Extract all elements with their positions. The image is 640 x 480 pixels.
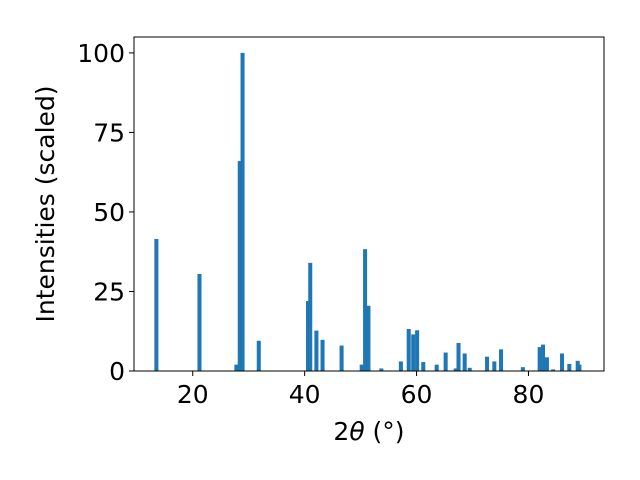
bar (520, 367, 525, 371)
y-axis-label: Intensities (scaled) (31, 85, 60, 322)
bar (456, 343, 461, 371)
bar (577, 364, 582, 371)
bar (320, 339, 325, 371)
bar (567, 364, 572, 371)
bar (415, 330, 420, 371)
bar (551, 369, 556, 371)
plot-frame (133, 36, 605, 372)
bar (492, 361, 497, 371)
x-tick-label: 20 (177, 380, 209, 409)
bar (462, 353, 467, 371)
bar (234, 364, 239, 371)
bar (363, 249, 368, 371)
y-tick-label: 100 (77, 39, 125, 68)
bar (406, 329, 411, 371)
bar (339, 345, 344, 371)
bar (499, 349, 504, 371)
x-axis-ticks: 20 40 60 80 (177, 371, 545, 409)
y-tick-label: 75 (93, 118, 125, 147)
bar (256, 340, 261, 371)
bar (197, 273, 202, 371)
bar (240, 52, 245, 372)
bar (443, 352, 448, 371)
bar (314, 330, 319, 371)
bar (411, 334, 416, 371)
bar (154, 238, 159, 371)
bar (453, 368, 458, 371)
bar (485, 356, 490, 371)
x-tick-label: 60 (401, 380, 433, 409)
bar (560, 353, 565, 371)
bar (398, 361, 403, 371)
bar (305, 301, 311, 371)
x-tick-label: 80 (513, 380, 545, 409)
y-tick-label: 25 (93, 277, 125, 306)
bar (308, 262, 313, 371)
x-axis-label: 2θ (°) (333, 417, 404, 446)
bar (421, 362, 426, 371)
x-axis-label-main: 2 (333, 417, 349, 446)
bars-group (154, 52, 582, 372)
y-tick-label: 0 (109, 357, 125, 386)
bar (366, 305, 371, 371)
bar (237, 161, 242, 371)
x-axis-label-unit: (°) (365, 417, 405, 446)
bar (467, 367, 472, 371)
bar (379, 368, 384, 371)
x-tick-label: 40 (289, 380, 321, 409)
bar (540, 344, 546, 371)
y-axis-ticks: 0 25 50 75 100 (77, 39, 134, 386)
bar (544, 357, 549, 371)
bar (537, 347, 542, 371)
bar (359, 364, 364, 371)
bar (434, 364, 439, 371)
y-tick-label: 50 (93, 198, 125, 227)
x-axis-label-theta: θ (349, 417, 364, 446)
